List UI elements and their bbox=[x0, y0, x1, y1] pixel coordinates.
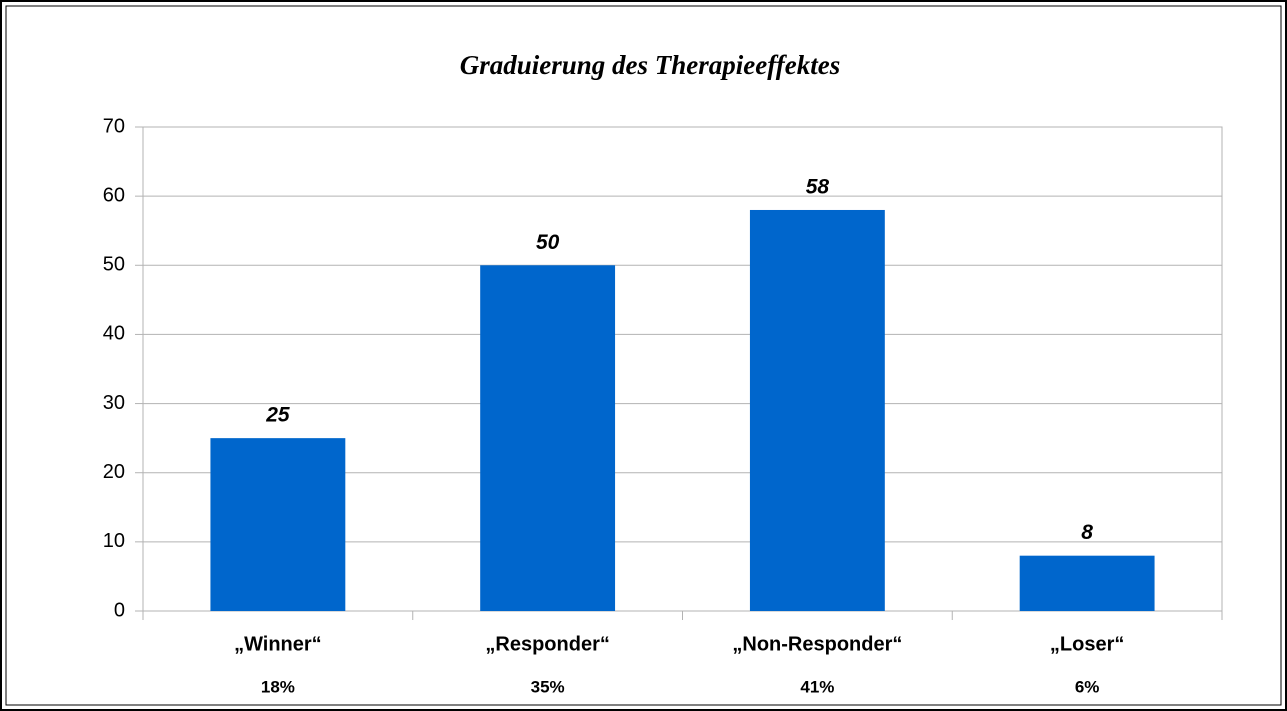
value-label: 50 bbox=[536, 231, 560, 254]
share-label: 41% bbox=[800, 677, 834, 696]
y-tick-label: 0 bbox=[114, 599, 125, 621]
value-label: 58 bbox=[806, 176, 830, 199]
share-label: 18% bbox=[261, 677, 295, 696]
x-tick-label: „Loser“ bbox=[1050, 633, 1124, 655]
x-tick-label: „Winner“ bbox=[234, 633, 322, 655]
bar bbox=[749, 209, 885, 611]
y-tick-label: 60 bbox=[103, 184, 125, 206]
x-tick-label: „Non-Responder“ bbox=[732, 633, 902, 655]
value-label: 25 bbox=[265, 404, 290, 427]
y-tick-label: 20 bbox=[103, 461, 125, 483]
y-tick-label: 50 bbox=[103, 254, 125, 276]
bar bbox=[480, 265, 616, 611]
value-label: 8 bbox=[1081, 521, 1093, 544]
bar bbox=[1019, 555, 1155, 611]
y-tick-label: 10 bbox=[103, 530, 125, 552]
bar bbox=[210, 438, 346, 611]
y-tick-label: 30 bbox=[103, 392, 125, 414]
y-tick-label: 70 bbox=[103, 115, 125, 137]
chart-title: Graduierung des Therapieeffektes bbox=[460, 50, 840, 80]
inner-frame bbox=[5, 5, 1282, 706]
y-tick-label: 40 bbox=[103, 323, 125, 345]
share-label: 6% bbox=[1075, 677, 1100, 696]
share-label: 35% bbox=[531, 677, 565, 696]
x-tick-label: „Responder“ bbox=[485, 633, 609, 655]
